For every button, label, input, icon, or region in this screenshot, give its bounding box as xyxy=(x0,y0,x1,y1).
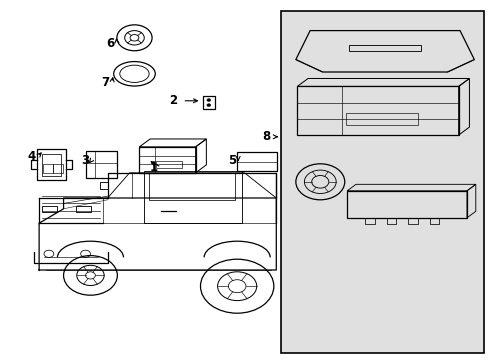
Bar xyxy=(237,152,277,171)
Bar xyxy=(156,161,181,168)
Text: 3: 3 xyxy=(81,154,89,167)
Bar xyxy=(297,86,458,135)
Bar xyxy=(281,11,483,353)
Text: 2: 2 xyxy=(169,94,177,107)
Text: 6: 6 xyxy=(106,37,114,50)
Bar xyxy=(149,173,234,200)
Text: 5: 5 xyxy=(228,154,236,167)
Bar xyxy=(345,113,417,125)
Bar xyxy=(85,151,117,178)
Text: 8: 8 xyxy=(262,130,270,143)
Bar xyxy=(76,206,91,212)
Bar xyxy=(53,164,63,173)
Bar xyxy=(348,45,420,51)
Text: 1: 1 xyxy=(150,161,158,174)
Text: 7: 7 xyxy=(101,76,109,89)
Bar xyxy=(139,147,195,173)
Bar xyxy=(41,206,57,212)
Circle shape xyxy=(206,104,210,107)
Bar xyxy=(42,164,53,173)
Bar xyxy=(203,96,214,109)
Circle shape xyxy=(206,99,210,102)
Text: 4: 4 xyxy=(28,150,36,163)
Bar xyxy=(37,149,66,180)
Bar xyxy=(144,171,242,223)
Bar xyxy=(41,154,61,176)
Bar xyxy=(346,191,466,218)
